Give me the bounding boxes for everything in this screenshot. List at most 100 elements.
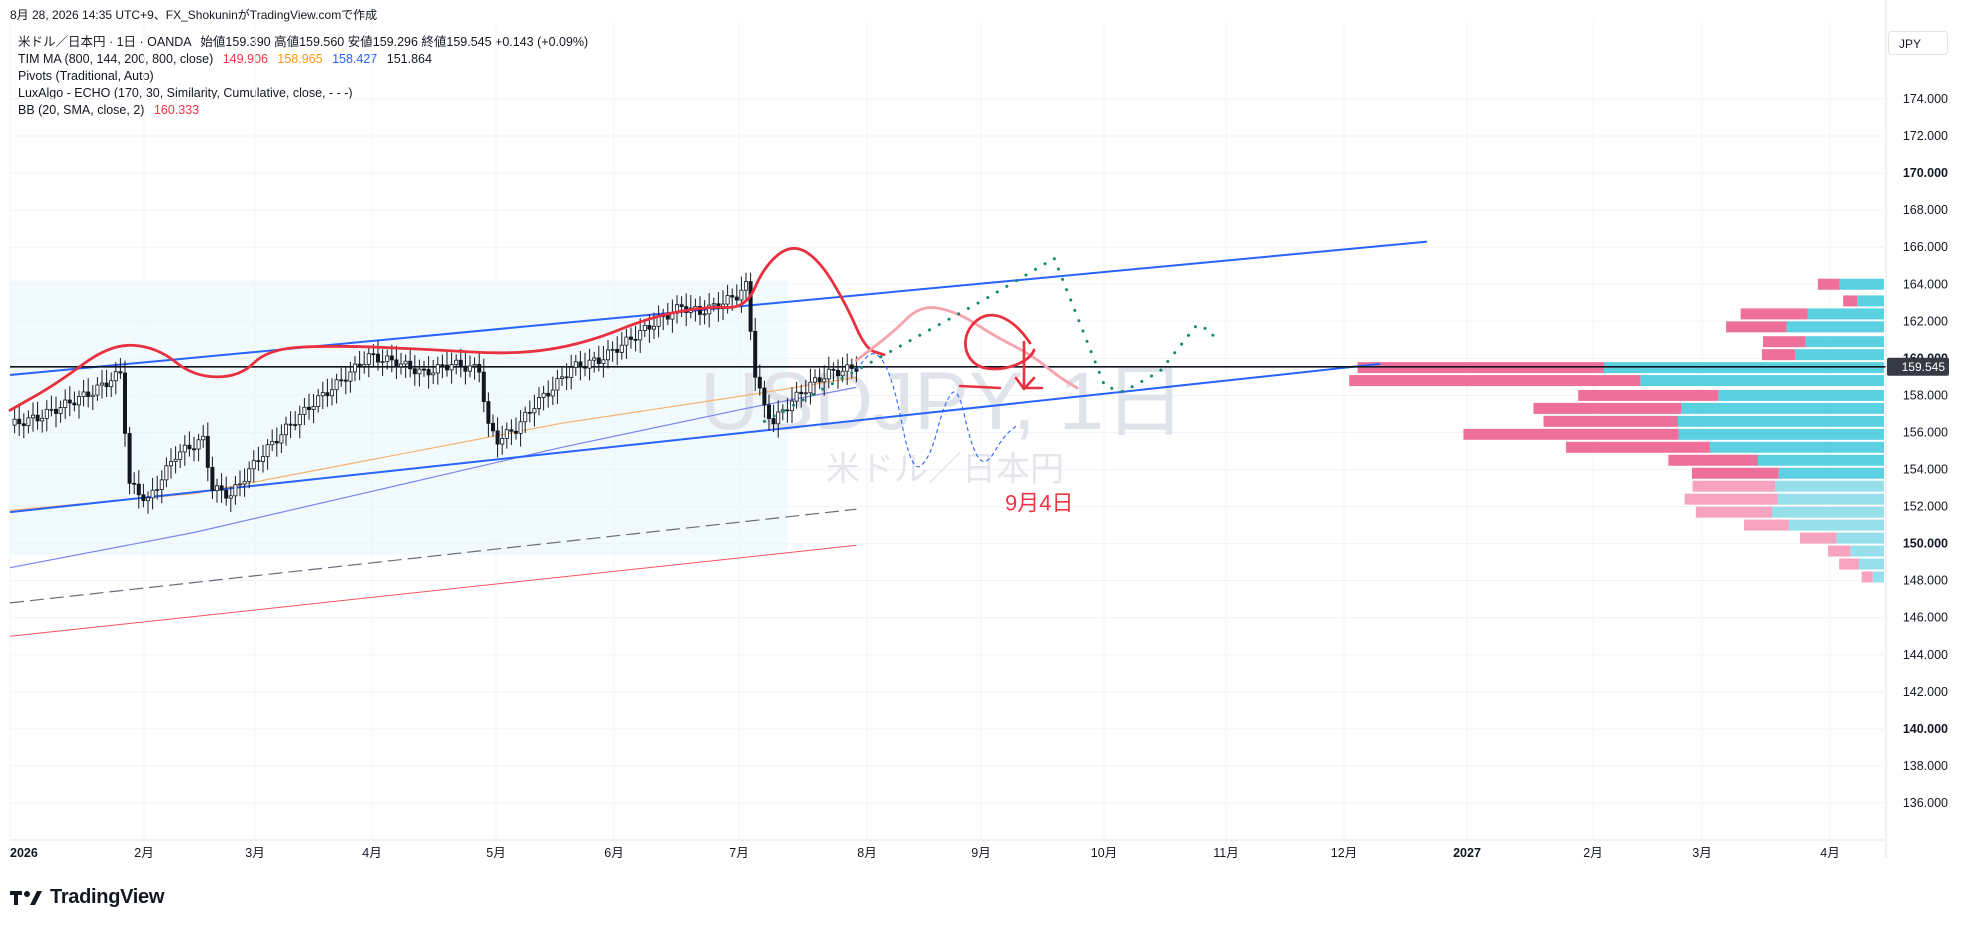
volume-profile xyxy=(1349,278,1884,583)
volume-profile-bar-down xyxy=(1800,532,1837,544)
candle-body xyxy=(49,408,54,411)
time-tick-label: 4月 xyxy=(362,846,381,860)
volume-profile-bar-down xyxy=(1817,278,1840,290)
candle-body xyxy=(375,353,380,363)
candle-body xyxy=(504,429,509,439)
candle-body xyxy=(30,414,35,419)
price-tick-label: 142.000 xyxy=(1903,685,1948,699)
candle-body xyxy=(633,338,638,341)
time-tick-label: 3月 xyxy=(1692,846,1711,860)
time-tick-label: 5月 xyxy=(486,846,505,860)
volume-profile-bar-down xyxy=(1349,375,1641,387)
candle-body xyxy=(251,460,256,470)
candle-body xyxy=(785,409,790,412)
candle-body xyxy=(214,485,219,492)
candle-body xyxy=(642,324,647,331)
volume-profile-bar-up xyxy=(1858,558,1884,570)
candle-body xyxy=(573,361,578,368)
candle-body xyxy=(799,391,804,395)
candle-body xyxy=(141,494,146,502)
volume-profile-bar-up xyxy=(1839,278,1884,290)
volume-profile-bar-up xyxy=(1775,480,1884,492)
candle-body xyxy=(104,382,109,388)
candle-body xyxy=(817,377,822,383)
candle-body xyxy=(587,359,592,369)
volume-profile-bar-down xyxy=(1668,454,1758,466)
candle-body xyxy=(739,289,744,301)
candle-body xyxy=(477,364,482,373)
candle-body xyxy=(596,357,601,365)
candle-body xyxy=(86,391,91,397)
candle-body xyxy=(343,379,348,382)
candle-body xyxy=(279,434,284,444)
candle-body xyxy=(753,330,758,378)
volume-profile-bar-up xyxy=(1709,441,1884,453)
candle-body xyxy=(444,364,449,371)
candle-body xyxy=(426,369,431,376)
candle-body xyxy=(145,497,150,502)
candle-body xyxy=(831,368,836,371)
volume-profile-bar-down xyxy=(1828,545,1851,557)
candle-body xyxy=(132,482,137,485)
candle-body xyxy=(849,364,854,369)
candle-body xyxy=(201,435,206,441)
candle-body xyxy=(560,376,565,379)
candle-body xyxy=(228,495,233,499)
legend-row-echo[interactable]: LuxAlgo - ECHO (170, 30, Similarity, Cum… xyxy=(18,86,353,100)
candle-body xyxy=(242,480,247,485)
candle-body xyxy=(265,444,270,458)
candle-body xyxy=(297,414,302,426)
candle-body xyxy=(210,467,215,492)
candle-body xyxy=(606,349,611,361)
brand-footer[interactable]: TradingView xyxy=(10,886,164,909)
candle-body xyxy=(182,444,187,453)
price-tick-label: 166.000 xyxy=(1903,240,1948,254)
candle-body xyxy=(564,376,569,379)
price-tick-label: 162.000 xyxy=(1903,314,1948,328)
candle-body xyxy=(518,421,523,434)
price-tick-label: 170.000 xyxy=(1903,166,1948,180)
time-tick-label: 7月 xyxy=(729,846,748,860)
candle-body xyxy=(776,411,781,425)
candle-body xyxy=(803,392,808,395)
candle-body xyxy=(357,363,362,367)
volume-profile-bar-up xyxy=(1786,321,1884,333)
last-price-background xyxy=(1887,357,1949,376)
volume-profile-bar-down xyxy=(1692,480,1776,492)
candle-body xyxy=(431,372,436,376)
volume-profile-bar-up xyxy=(1805,336,1884,348)
annotation-date-label: 9月4日 xyxy=(1005,490,1073,515)
candle-body xyxy=(615,348,620,353)
candle-body xyxy=(173,458,178,462)
volume-profile-bar-down xyxy=(1726,321,1787,333)
candle-body xyxy=(794,391,799,402)
legend-row-pivots[interactable]: Pivots (Traditional, Auto) xyxy=(18,69,154,83)
candle-body xyxy=(191,448,196,451)
time-tick-label: 2027 xyxy=(1453,846,1481,860)
echo-forecast-line xyxy=(855,353,1018,468)
candle-body xyxy=(72,402,77,406)
price-chart[interactable]: USDJPY, 1日 米ドル／日本円 174.000 172.000 170.000… xyxy=(0,0,1963,880)
candle-body xyxy=(698,305,703,315)
currency-selector[interactable]: JPY xyxy=(1888,31,1948,55)
candle-body xyxy=(398,363,403,368)
candle-body xyxy=(481,371,486,403)
watermark-name: 米ドル／日本円 xyxy=(826,451,1064,489)
time-tick-label: 2月 xyxy=(134,846,153,860)
candle-body xyxy=(537,397,542,409)
legend-tim-ma-value-2: 158.965 xyxy=(277,52,323,66)
candle-body xyxy=(435,364,440,374)
candle-body xyxy=(449,364,454,371)
candle-body xyxy=(366,353,371,365)
candle-body xyxy=(527,411,532,414)
candle-body xyxy=(81,391,86,397)
legend-symbol[interactable]: 米ドル／日本円 · 1日 · OANDA xyxy=(18,35,191,49)
candle-body xyxy=(329,389,334,397)
time-axis: 2026 2月 3月 4月 5月 6月 7月 8月 9月 10月 11月 12月 2027 2月 3月 4月 xyxy=(10,839,1884,860)
candle-body xyxy=(113,371,118,382)
candle-body xyxy=(168,461,173,467)
legend-bb-label[interactable]: BB (20, SMA, close, 2) xyxy=(18,103,145,117)
price-tick-label: 148.000 xyxy=(1903,574,1948,588)
candle-body xyxy=(757,376,762,389)
legend-tim-ma-label[interactable]: TIM MA (800, 144, 200, 800, close) xyxy=(18,52,214,66)
